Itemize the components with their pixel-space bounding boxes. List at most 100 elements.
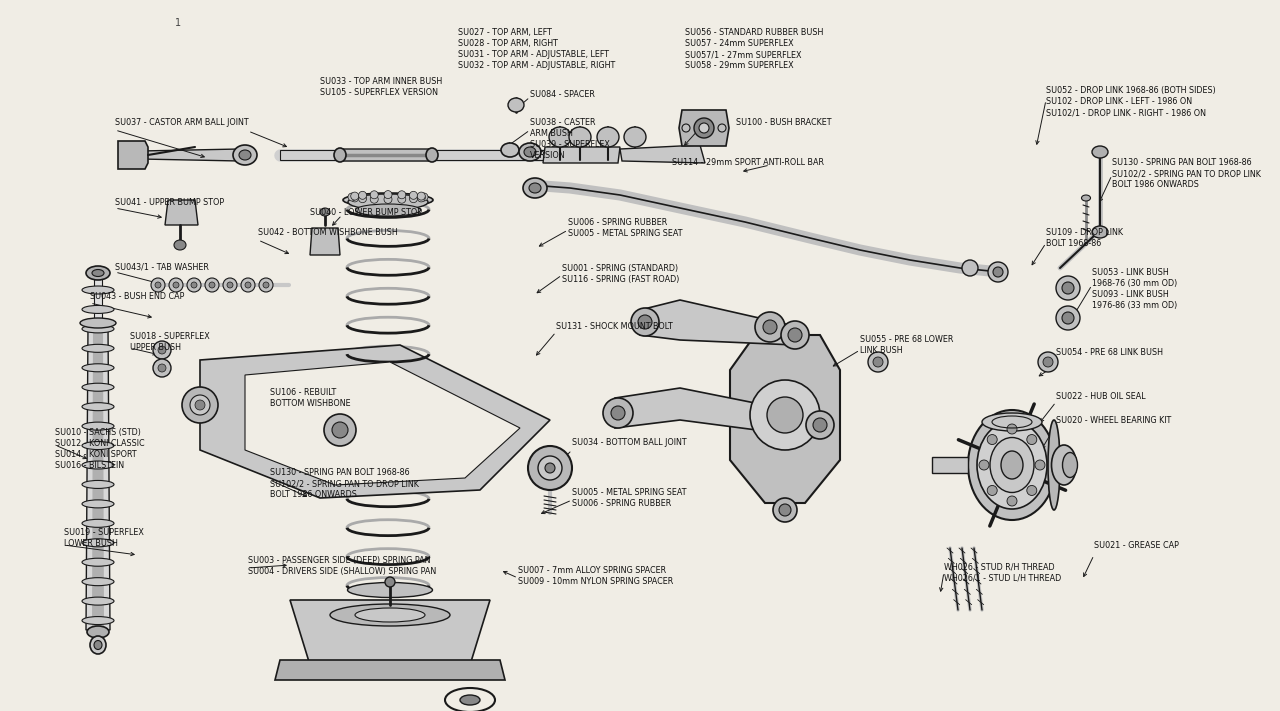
Ellipse shape <box>82 306 114 314</box>
Polygon shape <box>678 110 730 146</box>
Ellipse shape <box>524 147 536 157</box>
Text: SU019 - SUPERFLEX
LOWER BUSH: SU019 - SUPERFLEX LOWER BUSH <box>64 528 143 548</box>
Circle shape <box>209 282 215 288</box>
Polygon shape <box>730 335 840 503</box>
Circle shape <box>420 193 428 201</box>
Text: SU034 - BOTTOM BALL JOINT: SU034 - BOTTOM BALL JOINT <box>572 438 686 447</box>
Polygon shape <box>310 228 340 255</box>
Ellipse shape <box>596 127 620 147</box>
Circle shape <box>358 191 366 199</box>
Ellipse shape <box>90 636 106 654</box>
Circle shape <box>767 397 803 433</box>
Text: SU037 - CASTOR ARM BALL JOINT: SU037 - CASTOR ARM BALL JOINT <box>115 118 248 127</box>
Ellipse shape <box>82 577 114 586</box>
Ellipse shape <box>79 318 116 328</box>
Text: SU007 - 7mm ALLOY SPRING SPACER
SU009 - 10mm NYLON SPRING SPACER: SU007 - 7mm ALLOY SPRING SPACER SU009 - … <box>518 566 673 586</box>
Ellipse shape <box>508 98 524 112</box>
Ellipse shape <box>82 364 114 372</box>
Ellipse shape <box>1001 451 1023 479</box>
Circle shape <box>988 262 1009 282</box>
Ellipse shape <box>355 608 425 622</box>
Circle shape <box>763 320 777 334</box>
Circle shape <box>324 414 356 446</box>
Circle shape <box>545 463 556 473</box>
Text: SU053 - LINK BUSH
1968-76 (30 mm OD)
SU093 - LINK BUSH
1976-86 (33 mm OD): SU053 - LINK BUSH 1968-76 (30 mm OD) SU0… <box>1092 268 1178 310</box>
Circle shape <box>780 504 791 516</box>
Ellipse shape <box>348 194 428 210</box>
Ellipse shape <box>82 286 114 294</box>
Circle shape <box>384 196 392 203</box>
Ellipse shape <box>82 616 114 624</box>
Ellipse shape <box>500 143 518 157</box>
Circle shape <box>979 460 989 470</box>
Circle shape <box>699 123 709 133</box>
Text: SU010 - SACHS (STD)
SU012 - KONI CLASSIC
SU014 - KONI SPORT
SU016 - BILSTEIN: SU010 - SACHS (STD) SU012 - KONI CLASSIC… <box>55 428 145 470</box>
Text: SU021 - GREASE CAP: SU021 - GREASE CAP <box>1094 541 1179 550</box>
Circle shape <box>788 328 803 342</box>
Circle shape <box>182 387 218 423</box>
Text: SU130 - SPRING PAN BOLT 1968-86
SU102/2 - SPRING PAN TO DROP LINK
BOLT 1986 ONWA: SU130 - SPRING PAN BOLT 1968-86 SU102/2 … <box>1112 158 1261 189</box>
Text: SU109 - DROP LINK
BOLT 1968-86: SU109 - DROP LINK BOLT 1968-86 <box>1046 228 1123 248</box>
Polygon shape <box>310 388 380 470</box>
Ellipse shape <box>82 422 114 430</box>
Circle shape <box>987 434 997 444</box>
Circle shape <box>1056 276 1080 300</box>
Ellipse shape <box>347 582 433 597</box>
Text: SU056 - STANDARD RUBBER BUSH
SU057 - 24mm SUPERFLEX
SU057/1 - 27mm SUPERFLEX
SU0: SU056 - STANDARD RUBBER BUSH SU057 - 24m… <box>685 28 823 70</box>
Ellipse shape <box>426 148 438 162</box>
Circle shape <box>259 278 273 292</box>
Polygon shape <box>280 150 561 160</box>
Text: SU114 - 29mm SPORT ANTI-ROLL BAR: SU114 - 29mm SPORT ANTI-ROLL BAR <box>672 158 824 167</box>
Ellipse shape <box>92 269 104 277</box>
Ellipse shape <box>1048 420 1060 510</box>
Circle shape <box>157 364 166 372</box>
Text: SU006 - SPRING RUBBER
SU005 - METAL SPRING SEAT: SU006 - SPRING RUBBER SU005 - METAL SPRI… <box>568 218 682 238</box>
Circle shape <box>241 278 255 292</box>
Ellipse shape <box>460 695 480 705</box>
Text: SU018 - SUPERFLEX
UPPER BUSH: SU018 - SUPERFLEX UPPER BUSH <box>131 332 210 352</box>
Ellipse shape <box>343 193 433 207</box>
Circle shape <box>773 498 797 522</box>
Polygon shape <box>92 325 104 630</box>
Text: SU084 - SPACER: SU084 - SPACER <box>530 90 595 99</box>
Circle shape <box>157 346 166 354</box>
Polygon shape <box>93 275 102 327</box>
Circle shape <box>963 260 978 276</box>
Circle shape <box>755 312 785 342</box>
Text: SU033 - TOP ARM INNER BUSH
SU105 - SUPERFLEX VERSION: SU033 - TOP ARM INNER BUSH SU105 - SUPER… <box>320 77 443 97</box>
Circle shape <box>1007 424 1018 434</box>
Ellipse shape <box>1092 226 1108 238</box>
Text: SU042 - BOTTOM WISHBONE BUSH: SU042 - BOTTOM WISHBONE BUSH <box>259 228 398 237</box>
Circle shape <box>781 321 809 349</box>
Circle shape <box>384 191 392 198</box>
Text: SU001 - SPRING (STANDARD)
SU116 - SPRING (FAST ROAD): SU001 - SPRING (STANDARD) SU116 - SPRING… <box>562 264 680 284</box>
Ellipse shape <box>82 558 114 566</box>
Ellipse shape <box>385 577 396 587</box>
Circle shape <box>868 352 888 372</box>
Ellipse shape <box>233 145 257 165</box>
Ellipse shape <box>82 519 114 528</box>
Circle shape <box>603 398 634 428</box>
Ellipse shape <box>682 124 690 132</box>
Ellipse shape <box>977 421 1047 509</box>
Circle shape <box>1027 486 1037 496</box>
Text: SU100 - BUSH BRACKET: SU100 - BUSH BRACKET <box>736 118 832 127</box>
Text: SU040 - LOWER BUMP STOP: SU040 - LOWER BUMP STOP <box>310 208 422 217</box>
Circle shape <box>195 400 205 410</box>
Text: SU003 - PASSENGER SIDE (DEEP) SPRING PAN
SU004 - DRIVERS SIDE (SHALLOW) SPRING P: SU003 - PASSENGER SIDE (DEEP) SPRING PAN… <box>248 556 436 576</box>
Text: 1: 1 <box>175 18 182 28</box>
Ellipse shape <box>82 442 114 449</box>
Ellipse shape <box>86 266 110 280</box>
Circle shape <box>154 359 172 377</box>
Circle shape <box>611 406 625 420</box>
Polygon shape <box>244 362 520 485</box>
Circle shape <box>348 193 356 201</box>
Circle shape <box>417 194 425 202</box>
Polygon shape <box>118 141 148 169</box>
Ellipse shape <box>82 344 114 353</box>
Circle shape <box>351 192 358 200</box>
Ellipse shape <box>718 124 726 132</box>
Circle shape <box>223 278 237 292</box>
Text: SU131 - SHOCK MOUNT BOLT: SU131 - SHOCK MOUNT BOLT <box>556 322 673 331</box>
Ellipse shape <box>82 383 114 391</box>
